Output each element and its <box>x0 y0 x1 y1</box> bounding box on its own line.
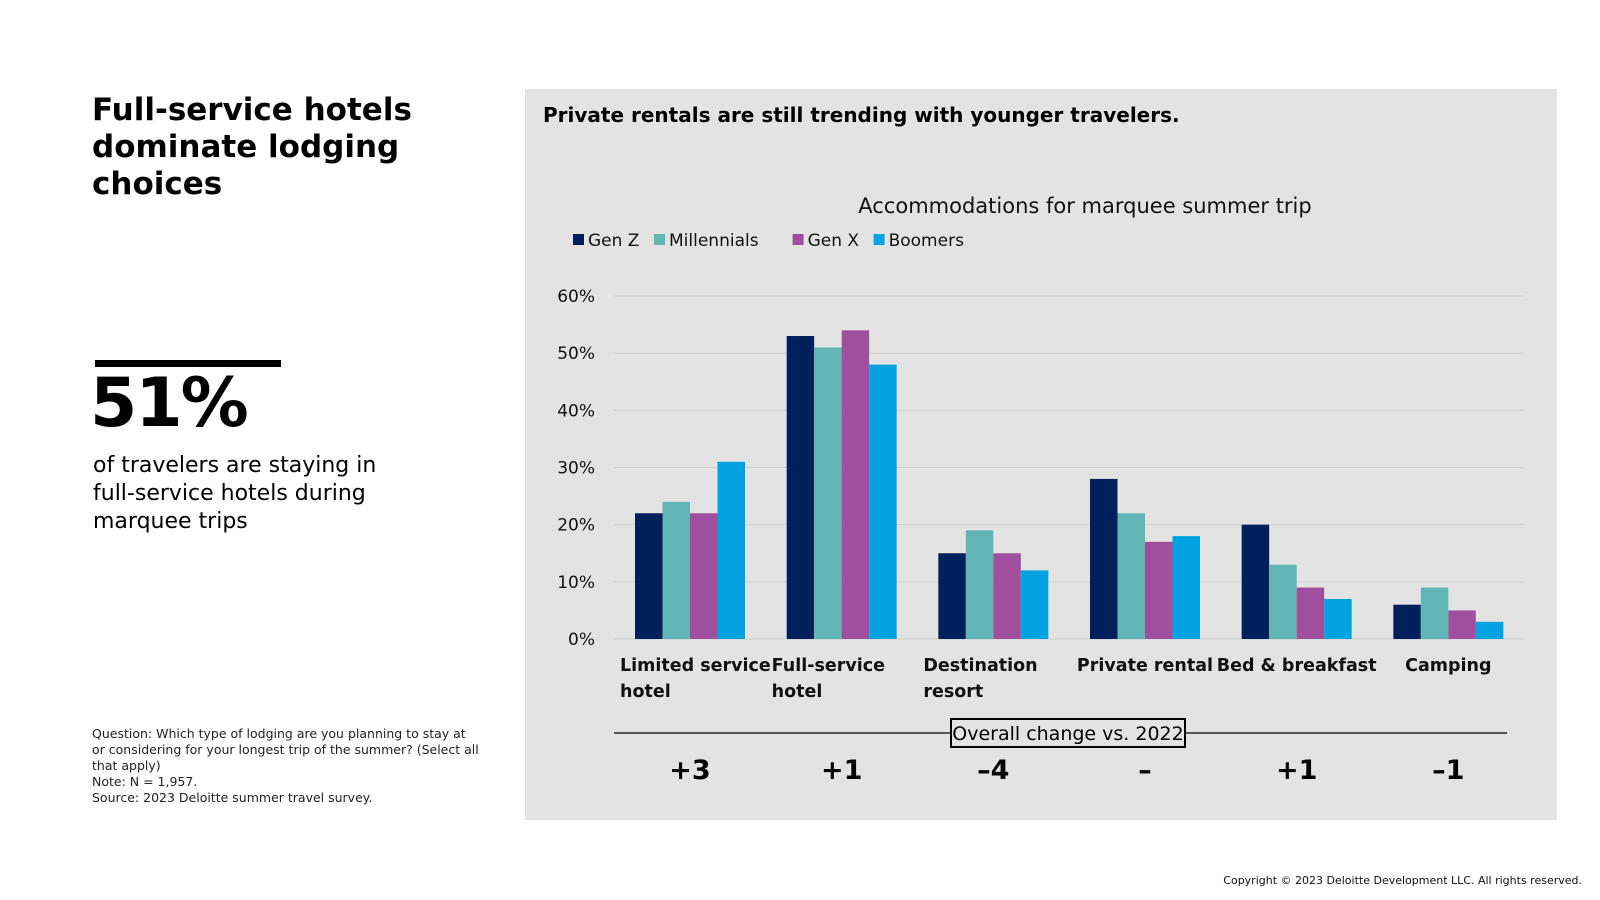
stat-caption: of travelers are staying in full-service… <box>93 453 377 534</box>
y-tick-label-6: 60% <box>557 287 595 307</box>
footnote-source: Source: 2023 Deloitte summer travel surv… <box>92 790 373 805</box>
bar-5-1 <box>1420 587 1449 639</box>
footnotes: Question: Which type of lodging are you … <box>92 726 482 806</box>
change-value-5: –1 <box>1432 755 1464 786</box>
bar-0-3 <box>717 461 745 639</box>
y-tick-label-0: 0% <box>568 630 595 650</box>
legend-label-1: Millennials <box>669 231 759 251</box>
y-tick-label-4: 40% <box>557 401 595 421</box>
bar-4-1 <box>1269 564 1297 639</box>
bar-4-2 <box>1296 587 1325 639</box>
y-tick-label-3: 30% <box>557 459 595 479</box>
bar-0-1 <box>662 501 690 639</box>
bar-3-0 <box>1090 478 1118 639</box>
legend-swatch-0 <box>573 234 584 245</box>
legend-label-3: Boomers <box>889 231 964 251</box>
chart-panel: Private rentals are still trending with … <box>525 89 1557 820</box>
bar-1-1 <box>814 347 842 639</box>
bar-4-3 <box>1324 598 1352 639</box>
category-label-1-0: Full-service <box>772 656 885 676</box>
category-label-2-0: Destination <box>923 656 1037 676</box>
bar-2-3 <box>1020 570 1049 639</box>
legend-label-0: Gen Z <box>588 231 639 251</box>
category-label-2-1: resort <box>923 682 983 702</box>
bar-1-3 <box>869 364 897 639</box>
bar-2-0 <box>938 553 966 639</box>
bar-3-2 <box>1145 541 1173 639</box>
chart-legend: Gen Z Millennials Gen X Boomers <box>573 231 964 251</box>
bar-5-0 <box>1393 604 1421 639</box>
chart-title: Accommodations for marquee summer trip <box>858 194 1311 218</box>
category-label-4-0: Bed & breakfast <box>1217 656 1377 676</box>
bar-0-2 <box>690 513 718 639</box>
stat-divider <box>95 360 281 367</box>
legend-swatch-3 <box>873 234 885 245</box>
legend-swatch-1 <box>654 234 665 245</box>
bar-1-2 <box>841 330 870 639</box>
bar-3-1 <box>1117 513 1145 639</box>
bar-4-0 <box>1241 524 1270 639</box>
category-label-0-0: Limited service <box>620 656 771 676</box>
bar-chart: Accommodations for marquee summer trip G… <box>557 194 1524 786</box>
footnote-question: Question: Which type of lodging are you … <box>92 726 479 773</box>
change-value-0: +3 <box>669 755 710 786</box>
stat-value: 51% <box>90 364 249 443</box>
y-tick-label-2: 20% <box>557 516 595 536</box>
bar-5-3 <box>1475 621 1504 639</box>
category-label-5-0: Camping <box>1405 656 1491 676</box>
page-headline: Full-service hotels dominate lodging cho… <box>92 92 412 202</box>
category-label-1-1: hotel <box>772 682 823 702</box>
panel-title: Private rentals are still trending with … <box>543 103 1180 127</box>
category-label-0-1: hotel <box>620 682 671 702</box>
change-value-3: – <box>1138 755 1152 786</box>
bar-2-1 <box>965 530 994 639</box>
change-row: Overall change vs. 2022 +3 +1 –4 – +1 –1 <box>614 718 1507 786</box>
change-label: Overall change vs. 2022 <box>952 723 1183 745</box>
chart-gridlines <box>614 295 1524 640</box>
bar-0-0 <box>635 513 663 639</box>
y-tick-label-1: 10% <box>557 573 595 593</box>
chart-bars <box>635 330 1504 639</box>
y-axis: 0% 10% 20% 30% 40% 50% 60% <box>557 287 595 650</box>
x-axis: Limited servicehotelFull-servicehotelDes… <box>620 656 1492 702</box>
change-value-2: –4 <box>977 755 1009 786</box>
legend-swatch-2 <box>792 234 804 245</box>
change-label-box <box>950 718 1186 748</box>
y-tick-label-5: 50% <box>557 344 595 364</box>
category-label-3-0: Private rental <box>1077 656 1213 676</box>
change-value-1: +1 <box>821 755 862 786</box>
bar-2-2 <box>993 553 1021 639</box>
copyright-notice: Copyright © 2023 Deloitte Development LL… <box>1223 874 1582 887</box>
bar-1-0 <box>786 336 815 639</box>
change-value-4: +1 <box>1276 755 1317 786</box>
bar-5-2 <box>1448 610 1476 639</box>
footnote-note: Note: N = 1,957. <box>92 774 198 789</box>
legend-label-2: Gen X <box>808 231 860 251</box>
bar-3-3 <box>1172 536 1200 639</box>
